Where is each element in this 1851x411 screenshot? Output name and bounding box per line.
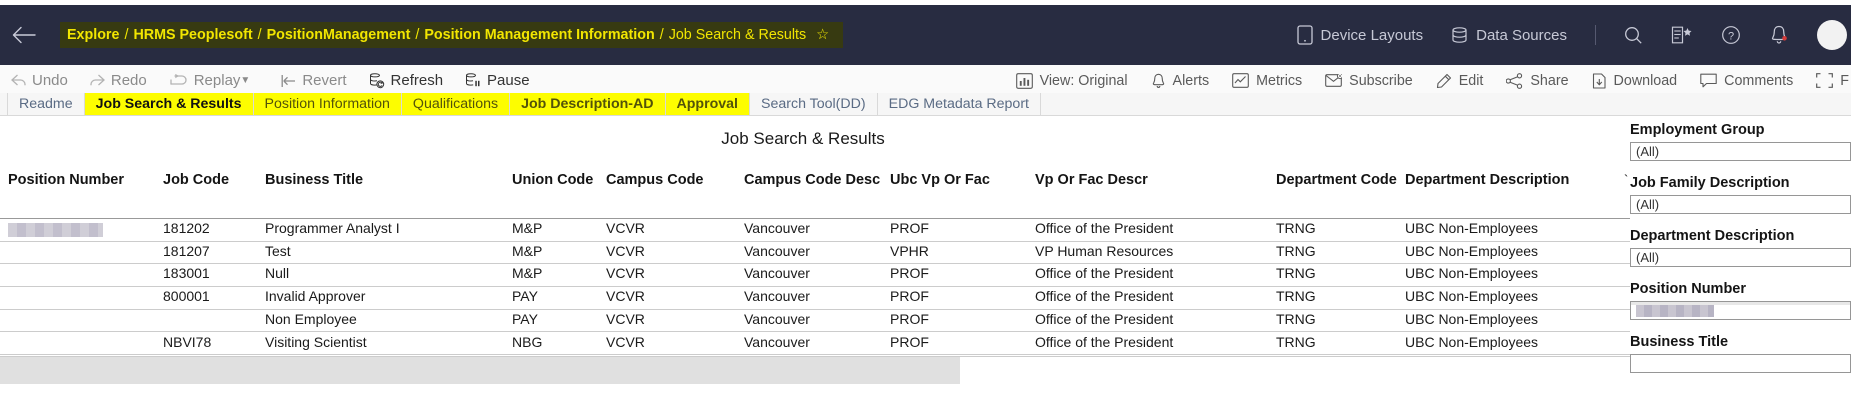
- svg-text:?: ?: [1728, 31, 1734, 43]
